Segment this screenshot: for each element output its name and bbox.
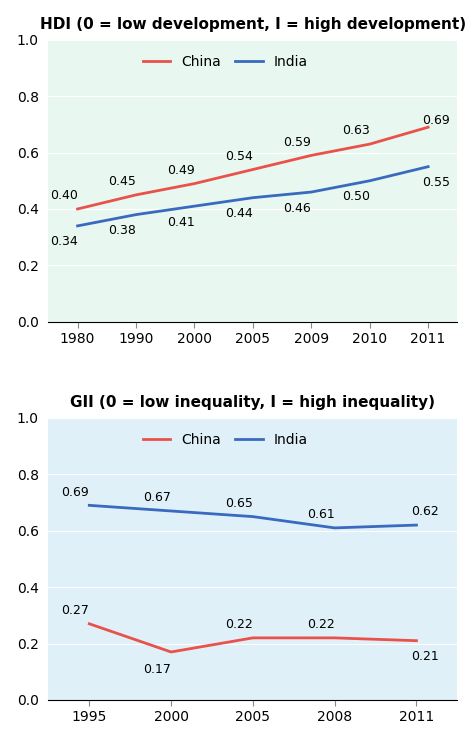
Text: 0.34: 0.34 <box>50 236 78 248</box>
India <box>414 521 419 530</box>
India <box>168 507 174 516</box>
Line: India: India <box>78 167 428 226</box>
Text: 0.38: 0.38 <box>108 224 136 237</box>
China <box>75 205 81 213</box>
Line: India: India <box>89 505 417 528</box>
China <box>425 123 431 132</box>
Text: 0.17: 0.17 <box>143 662 171 676</box>
Legend: China, India: China, India <box>137 50 314 75</box>
China <box>133 190 139 199</box>
India <box>425 162 431 171</box>
China <box>191 179 197 188</box>
Text: 0.61: 0.61 <box>307 508 335 521</box>
Text: 0.21: 0.21 <box>411 650 438 663</box>
China <box>309 151 314 160</box>
Text: 0.49: 0.49 <box>167 164 194 177</box>
Text: 0.54: 0.54 <box>225 150 253 163</box>
India <box>250 193 255 202</box>
Text: 0.67: 0.67 <box>143 491 171 505</box>
Text: 0.22: 0.22 <box>307 618 335 631</box>
Text: 0.50: 0.50 <box>342 190 370 203</box>
Line: China: China <box>89 624 417 652</box>
Text: 0.22: 0.22 <box>225 618 253 631</box>
China <box>168 648 174 657</box>
China <box>367 139 373 148</box>
Text: 0.69: 0.69 <box>62 485 89 499</box>
Line: China: China <box>78 127 428 209</box>
India <box>86 501 92 510</box>
Title: GII (0 = low inequality, I = high inequality): GII (0 = low inequality, I = high inequa… <box>70 395 435 410</box>
China <box>250 165 255 174</box>
Text: 0.65: 0.65 <box>225 497 253 510</box>
China <box>332 634 337 642</box>
China <box>414 637 419 645</box>
India <box>250 512 255 521</box>
India <box>133 210 139 219</box>
Text: 0.27: 0.27 <box>62 604 89 617</box>
Text: 0.55: 0.55 <box>422 176 450 189</box>
Text: 0.69: 0.69 <box>423 114 450 127</box>
Text: 0.41: 0.41 <box>167 216 194 229</box>
Text: 0.44: 0.44 <box>225 207 253 220</box>
India <box>309 187 314 196</box>
Text: 0.46: 0.46 <box>283 202 311 214</box>
India <box>75 222 81 230</box>
Text: 0.45: 0.45 <box>108 175 136 188</box>
India <box>332 523 337 532</box>
India <box>367 176 373 185</box>
Legend: China, India: China, India <box>137 428 314 453</box>
China <box>250 634 255 642</box>
Title: HDI (0 = low development, I = high development): HDI (0 = low development, I = high devel… <box>40 16 466 32</box>
Text: 0.40: 0.40 <box>50 189 78 202</box>
India <box>191 202 197 210</box>
Text: 0.59: 0.59 <box>283 136 311 149</box>
Text: 0.62: 0.62 <box>411 505 438 519</box>
Text: 0.63: 0.63 <box>342 124 370 137</box>
China <box>86 619 92 628</box>
